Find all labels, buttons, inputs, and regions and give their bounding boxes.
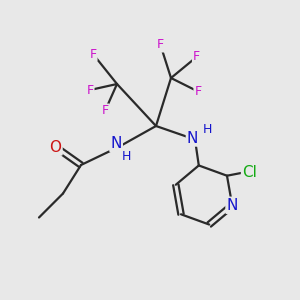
Text: F: F [157,38,164,52]
Text: O: O [50,140,61,154]
Text: F: F [101,104,109,118]
Text: N: N [187,130,198,146]
Text: N: N [226,198,238,213]
Text: N: N [110,136,122,151]
Text: H: H [203,122,212,136]
Text: F: F [86,83,94,97]
Text: F: F [89,47,97,61]
Text: F: F [194,85,202,98]
Text: F: F [193,50,200,64]
Text: Cl: Cl [242,165,257,180]
Text: H: H [122,149,132,163]
